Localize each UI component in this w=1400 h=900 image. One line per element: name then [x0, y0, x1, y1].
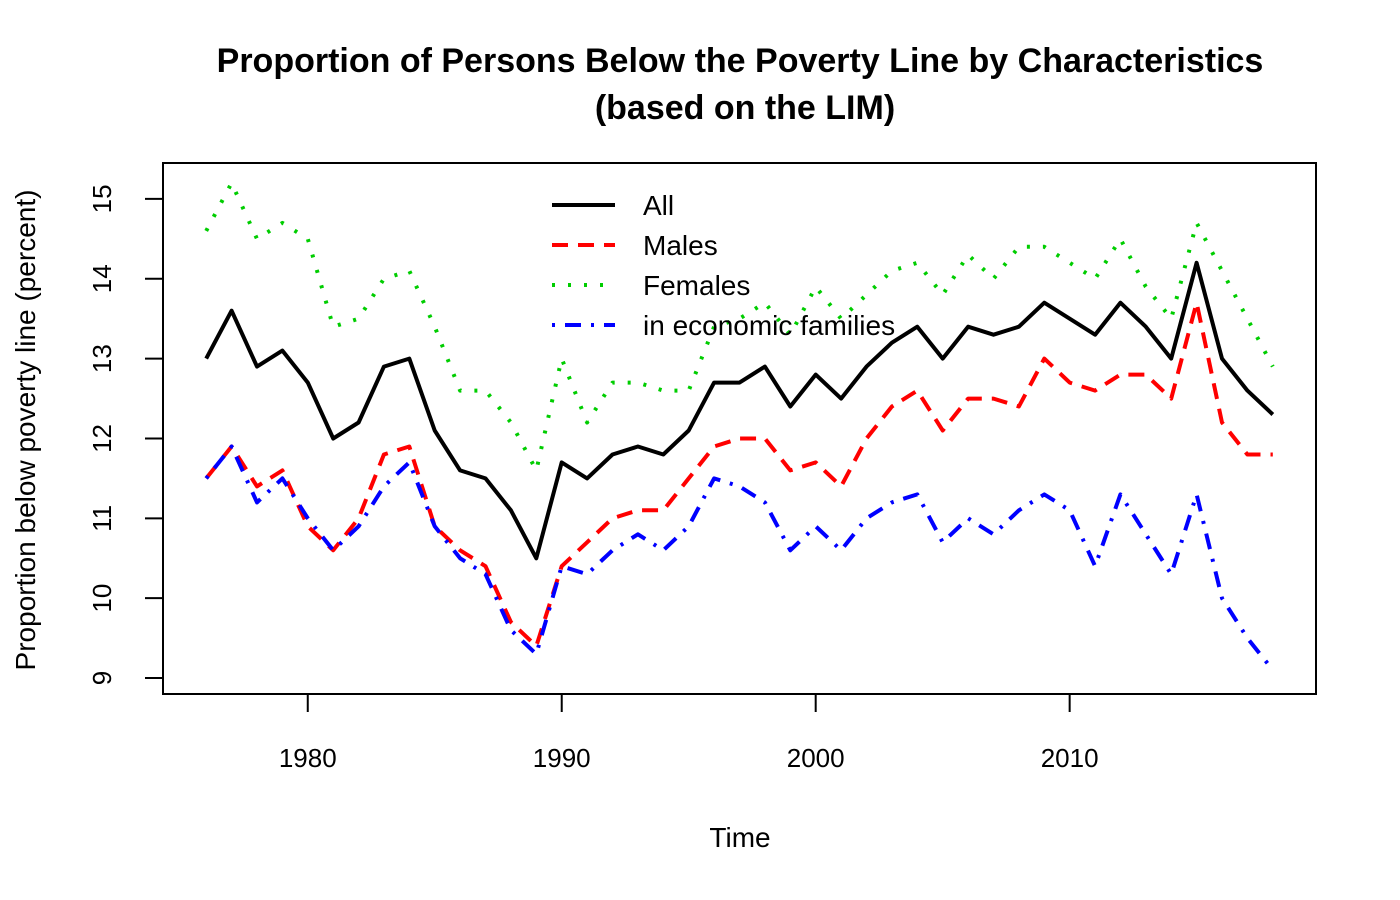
y-tick-label: 9 [87, 671, 117, 685]
x-tick-label: 2000 [787, 743, 845, 773]
y-axis-label: Proportion below poverty line (percent) [10, 190, 41, 671]
chart-title: Proportion of Persons Below the Poverty … [217, 42, 1264, 80]
y-axis: 9 10 11 12 13 14 15 [87, 184, 164, 685]
x-axis-label: Time [709, 822, 770, 853]
legend: All Males Females in economic families [552, 190, 895, 341]
x-tick-label: 2010 [1041, 743, 1099, 773]
plot-frame [162, 162, 1317, 695]
series-line [204, 300, 1273, 649]
legend-label: All [643, 190, 674, 221]
series-line [204, 260, 1275, 561]
legend-label: Males [643, 230, 718, 261]
x-axis: 1980 1990 2000 2010 [279, 693, 1099, 773]
y-tick-label: 14 [87, 264, 117, 293]
x-tick-label: 1990 [533, 743, 591, 773]
legend-label: Females [643, 270, 750, 301]
series-line [204, 444, 1275, 672]
y-tick-label: 11 [87, 505, 117, 532]
y-tick-label: 13 [87, 344, 117, 373]
chart-subtitle: (based on the LIM) [595, 89, 895, 127]
y-tick-label: 10 [87, 584, 117, 613]
x-tick-label: 1980 [279, 743, 337, 773]
y-tick-label: 12 [87, 424, 117, 453]
y-tick-label: 15 [87, 184, 117, 213]
legend-label: in economic families [643, 310, 895, 341]
series-layer [204, 181, 1275, 672]
